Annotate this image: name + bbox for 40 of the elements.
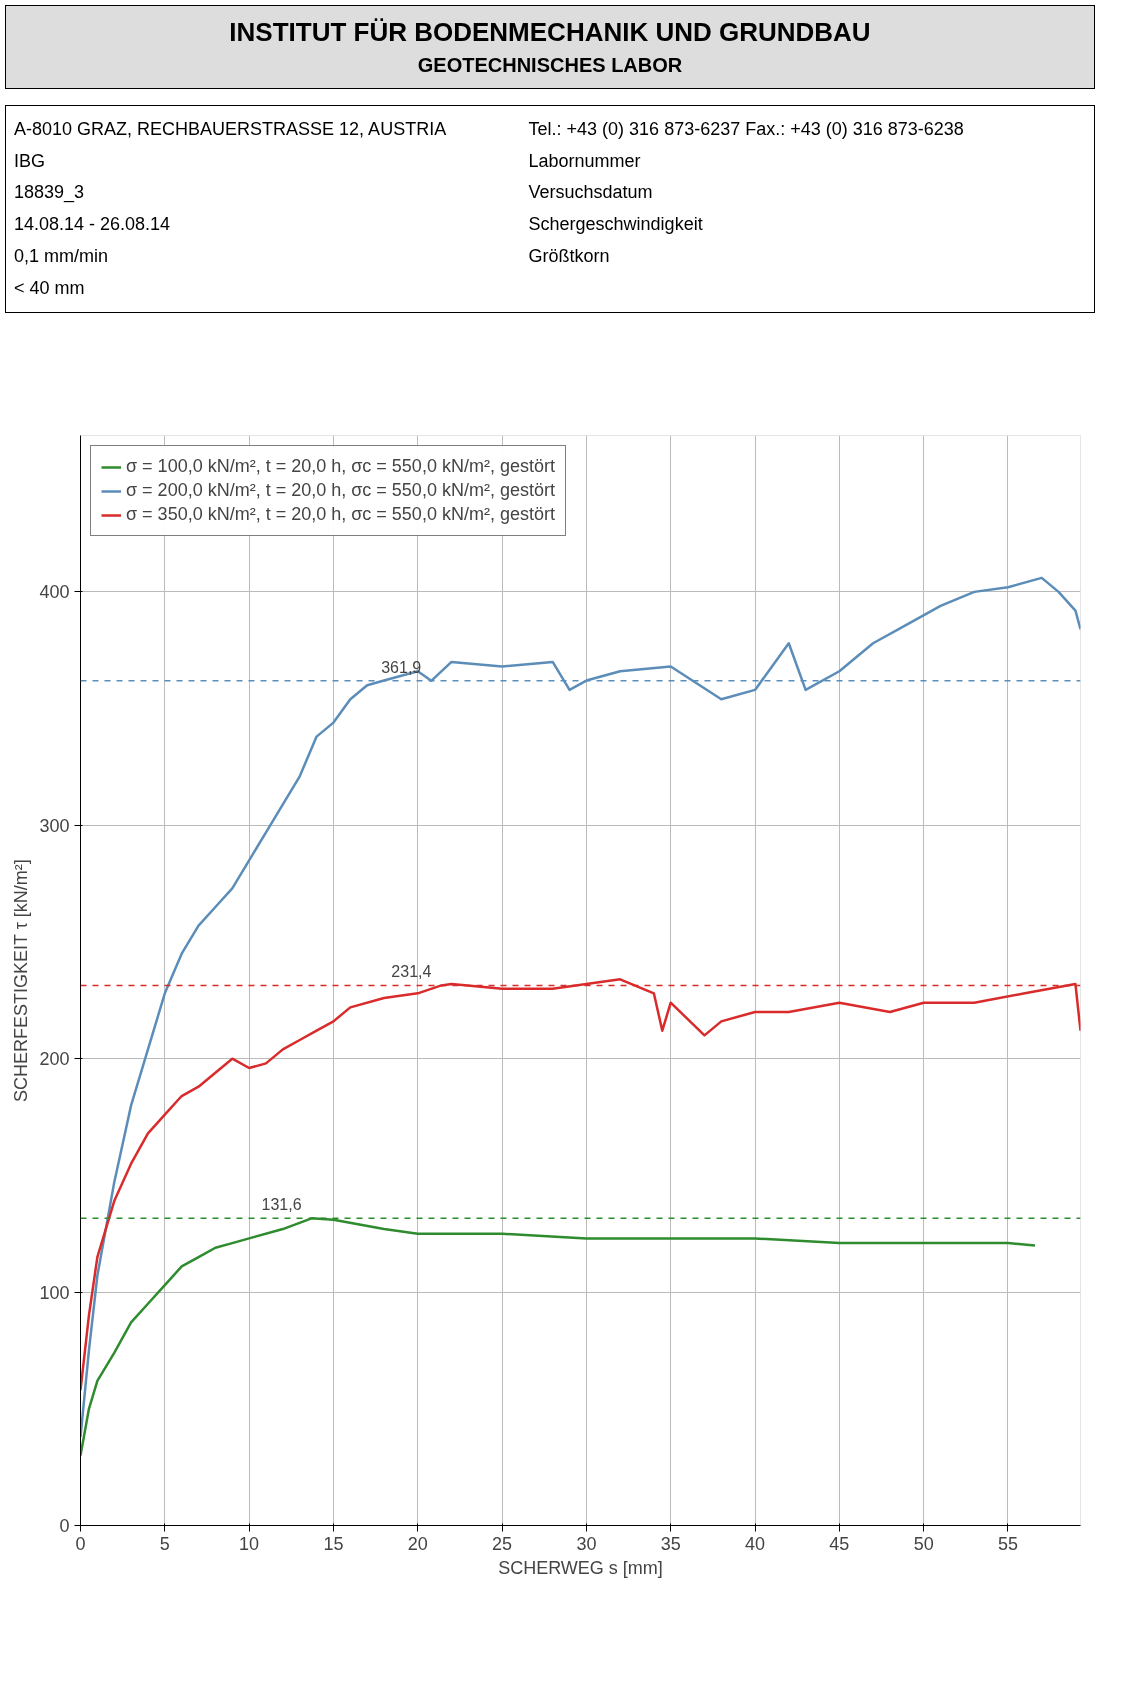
line-series	[80, 576, 1081, 1439]
x-tick-label: 0	[75, 1533, 86, 1554]
legend-label: σ = 200,0 kN/m², t = 20,0 h, σc = 550,0 kN/m², gestört	[126, 480, 555, 501]
annotation: 131,6	[261, 1196, 302, 1214]
y-tick-label: 200	[39, 1049, 70, 1070]
x-tick-label: 50	[913, 1533, 934, 1554]
text: Tel.: +43 (0) 316 873-6237 Fax.: +43 (0) 316 873-6238	[528, 118, 965, 141]
text: 14.08.14 - 26.08.14	[14, 213, 172, 237]
legend-label: σ = 350,0 kN/m², t = 20,0 h, σc = 550,0 kN/m², gestört	[126, 504, 555, 525]
text: Labornummer	[528, 149, 642, 173]
text: Größtkorn	[528, 244, 611, 268]
legend-label: σ = 100,0 kN/m², t = 20,0 h, σc = 550,0 kN/m², gestört	[126, 456, 555, 477]
x-tick-label: 25	[492, 1533, 513, 1554]
y-tick-label: 300	[39, 815, 70, 836]
text: 18839_3	[14, 181, 86, 205]
x-tick-label: 20	[407, 1533, 428, 1554]
x-tick-label: 45	[829, 1533, 850, 1554]
x-axis-title: SCHERWEG s [mm]	[498, 1557, 663, 1578]
annotation: 231,4	[391, 963, 432, 981]
chart-title: INSTITUT FÜR BODENMECHANIK UND GRUNDBAU	[228, 16, 872, 49]
x-tick-label: 35	[660, 1533, 681, 1554]
y-tick-label: 100	[39, 1282, 70, 1303]
x-tick-label: 30	[576, 1533, 597, 1554]
y-tick-label: 400	[39, 582, 70, 603]
text: Versuchsdatum	[528, 181, 654, 205]
annotation: 361,9	[381, 658, 422, 676]
x-tick-label: 40	[745, 1533, 766, 1554]
x-tick-label: 15	[323, 1533, 344, 1554]
text: Schergeschwindigkeit	[528, 213, 704, 237]
x-tick-label: 5	[159, 1533, 170, 1554]
x-tick-label: 10	[239, 1533, 260, 1554]
x-tick-label: 55	[997, 1533, 1019, 1554]
text: A-8010 GRAZ, RECHBAUERSTRASSE 12, AUSTRIA	[14, 118, 448, 141]
chart-subtitle: GEOTECHNISCHES LABOR	[416, 53, 684, 79]
y-axis-title: SCHERFESTIGKEIT τ [kN/m²]	[11, 859, 32, 1103]
y-tick-label: 0	[59, 1516, 70, 1536]
text: IBG	[14, 149, 46, 173]
text: < 40 mm	[14, 276, 86, 300]
line-series	[80, 978, 1081, 1392]
text: 0,1 mm/min	[14, 244, 110, 268]
